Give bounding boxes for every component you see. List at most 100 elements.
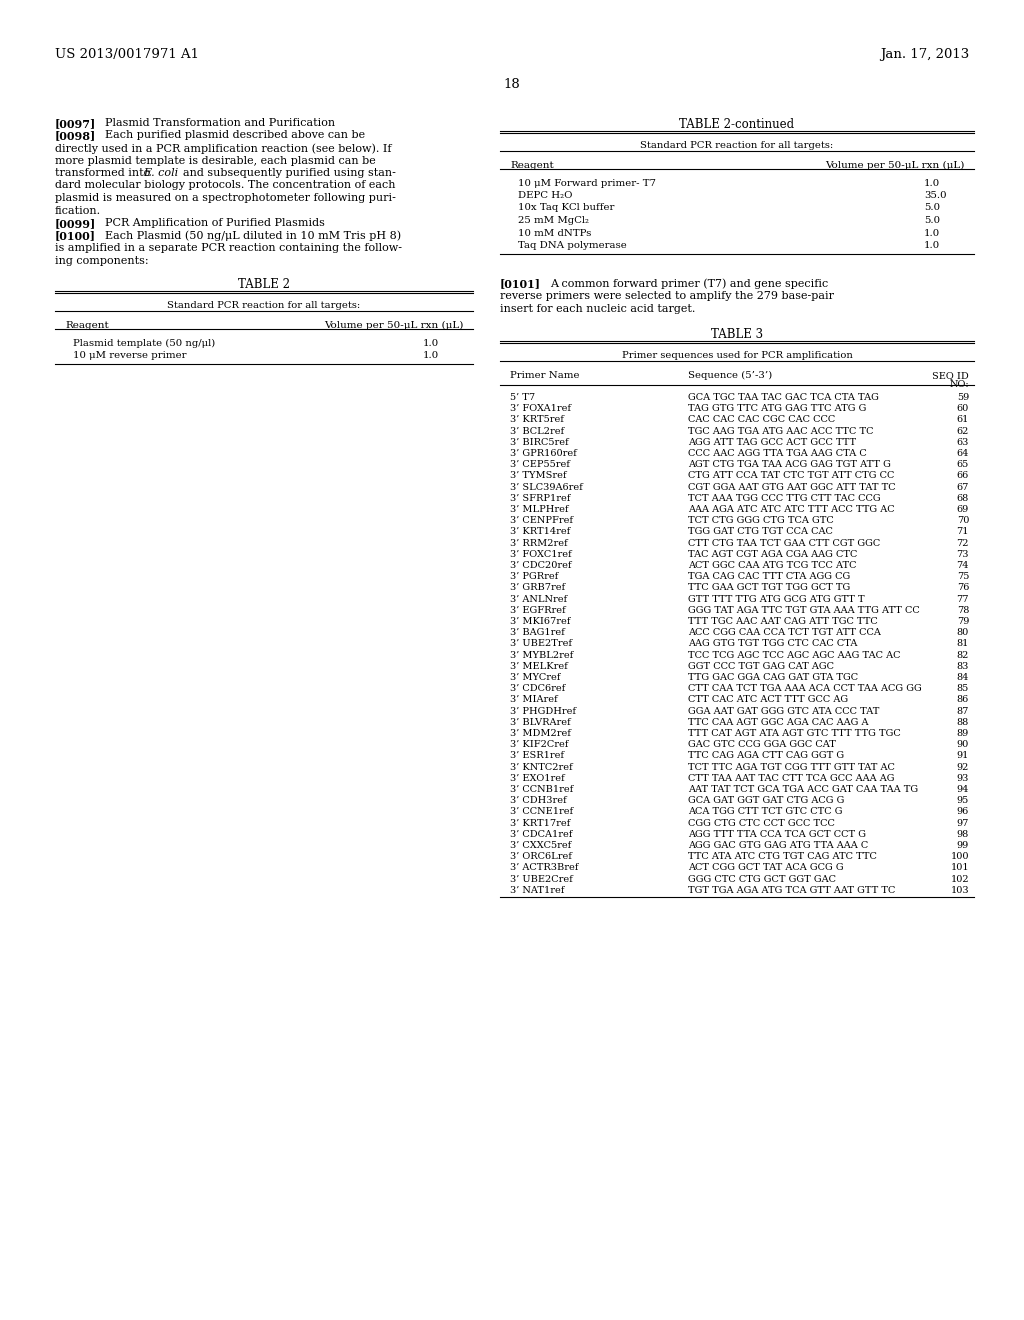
Text: 75: 75 bbox=[956, 572, 969, 581]
Text: plasmid is measured on a spectrophotometer following puri-: plasmid is measured on a spectrophotomet… bbox=[55, 193, 396, 203]
Text: 88: 88 bbox=[956, 718, 969, 727]
Text: 3’ CCNB1ref: 3’ CCNB1ref bbox=[510, 785, 573, 795]
Text: 86: 86 bbox=[956, 696, 969, 705]
Text: Plasmid template (50 ng/μl): Plasmid template (50 ng/μl) bbox=[73, 338, 215, 347]
Text: 61: 61 bbox=[956, 416, 969, 425]
Text: Standard PCR reaction for all targets:: Standard PCR reaction for all targets: bbox=[167, 301, 360, 309]
Text: 65: 65 bbox=[956, 461, 969, 469]
Text: 3’ BCL2ref: 3’ BCL2ref bbox=[510, 426, 564, 436]
Text: Taq DNA polymerase: Taq DNA polymerase bbox=[518, 242, 627, 249]
Text: 5.0: 5.0 bbox=[924, 216, 940, 224]
Text: and subsequently purified using stan-: and subsequently purified using stan- bbox=[183, 168, 396, 178]
Text: 3’ MDM2ref: 3’ MDM2ref bbox=[510, 729, 570, 738]
Text: E. coli: E. coli bbox=[143, 168, 178, 178]
Text: 3’ MKI67ref: 3’ MKI67ref bbox=[510, 616, 570, 626]
Text: 3’ MIAref: 3’ MIAref bbox=[510, 696, 558, 705]
Text: 1.0: 1.0 bbox=[423, 338, 439, 347]
Text: DEPC H₂O: DEPC H₂O bbox=[518, 191, 572, 201]
Text: GCA TGC TAA TAC GAC TCA CTA TAG: GCA TGC TAA TAC GAC TCA CTA TAG bbox=[688, 393, 879, 403]
Text: AAG GTG TGT TGG CTC CAC CTA: AAG GTG TGT TGG CTC CAC CTA bbox=[688, 639, 857, 648]
Text: 3’ GRB7ref: 3’ GRB7ref bbox=[510, 583, 565, 593]
Text: 10 μM Forward primer- T7: 10 μM Forward primer- T7 bbox=[518, 178, 656, 187]
Text: AGG GAC GTG GAG ATG TTA AAA C: AGG GAC GTG GAG ATG TTA AAA C bbox=[688, 841, 868, 850]
Text: 81: 81 bbox=[956, 639, 969, 648]
Text: TAC AGT CGT AGA CGA AAG CTC: TAC AGT CGT AGA CGA AAG CTC bbox=[688, 550, 857, 558]
Text: 90: 90 bbox=[956, 741, 969, 750]
Text: TCC TCG AGC TCC AGC AGC AAG TAC AC: TCC TCG AGC TCC AGC AGC AAG TAC AC bbox=[688, 651, 900, 660]
Text: CTT TAA AAT TAC CTT TCA GCC AAA AG: CTT TAA AAT TAC CTT TCA GCC AAA AG bbox=[688, 774, 895, 783]
Text: 79: 79 bbox=[956, 616, 969, 626]
Text: 62: 62 bbox=[956, 426, 969, 436]
Text: 3’ ORC6Lref: 3’ ORC6Lref bbox=[510, 853, 571, 861]
Text: 91: 91 bbox=[956, 751, 969, 760]
Text: 77: 77 bbox=[956, 594, 969, 603]
Text: TCT TTC AGA TGT CGG TTT GTT TAT AC: TCT TTC AGA TGT CGG TTT GTT TAT AC bbox=[688, 763, 895, 772]
Text: 10 mM dNTPs: 10 mM dNTPs bbox=[518, 228, 592, 238]
Text: 3’ NAT1ref: 3’ NAT1ref bbox=[510, 886, 564, 895]
Text: ing components:: ing components: bbox=[55, 256, 148, 265]
Text: CTT CTG TAA TCT GAA CTT CGT GGC: CTT CTG TAA TCT GAA CTT CGT GGC bbox=[688, 539, 881, 548]
Text: GGG CTC CTG GCT GGT GAC: GGG CTC CTG GCT GGT GAC bbox=[688, 875, 836, 883]
Text: 5’ T7: 5’ T7 bbox=[510, 393, 536, 403]
Text: ACT CGG GCT TAT ACA GCG G: ACT CGG GCT TAT ACA GCG G bbox=[688, 863, 844, 873]
Text: more plasmid template is desirable, each plasmid can be: more plasmid template is desirable, each… bbox=[55, 156, 376, 165]
Text: 72: 72 bbox=[956, 539, 969, 548]
Text: CTT CAC ATC ACT TTT GCC AG: CTT CAC ATC ACT TTT GCC AG bbox=[688, 696, 848, 705]
Text: US 2013/0017971 A1: US 2013/0017971 A1 bbox=[55, 48, 199, 61]
Text: 103: 103 bbox=[950, 886, 969, 895]
Text: dard molecular biology protocols. The concentration of each: dard molecular biology protocols. The co… bbox=[55, 181, 395, 190]
Text: Standard PCR reaction for all targets:: Standard PCR reaction for all targets: bbox=[640, 140, 834, 149]
Text: 73: 73 bbox=[956, 550, 969, 558]
Text: CTG ATT CCA TAT CTC TGT ATT CTG CC: CTG ATT CCA TAT CTC TGT ATT CTG CC bbox=[688, 471, 894, 480]
Text: 10 μM reverse primer: 10 μM reverse primer bbox=[73, 351, 186, 360]
Text: Reagent: Reagent bbox=[65, 321, 109, 330]
Text: 3’ MYCref: 3’ MYCref bbox=[510, 673, 560, 682]
Text: 3’ CDCA1ref: 3’ CDCA1ref bbox=[510, 830, 572, 838]
Text: 3’ MLPHref: 3’ MLPHref bbox=[510, 506, 568, 513]
Text: ACT GGC CAA ATG TCG TCC ATC: ACT GGC CAA ATG TCG TCC ATC bbox=[688, 561, 856, 570]
Text: SEQ ID: SEQ ID bbox=[932, 371, 969, 380]
Text: 76: 76 bbox=[956, 583, 969, 593]
Text: GGG TAT AGA TTC TGT GTA AAA TTG ATT CC: GGG TAT AGA TTC TGT GTA AAA TTG ATT CC bbox=[688, 606, 920, 615]
Text: 3’ CXXC5ref: 3’ CXXC5ref bbox=[510, 841, 571, 850]
Text: [0100]: [0100] bbox=[55, 231, 96, 242]
Text: TTC CAG AGA CTT CAG GGT G: TTC CAG AGA CTT CAG GGT G bbox=[688, 751, 844, 760]
Text: 3’ UBE2Cref: 3’ UBE2Cref bbox=[510, 875, 572, 883]
Text: 3’ EXO1ref: 3’ EXO1ref bbox=[510, 774, 564, 783]
Text: Each purified plasmid described above can be: Each purified plasmid described above ca… bbox=[105, 131, 366, 140]
Text: 102: 102 bbox=[950, 875, 969, 883]
Text: 3’ MELKref: 3’ MELKref bbox=[510, 661, 567, 671]
Text: Volume per 50-μL rxn (μL): Volume per 50-μL rxn (μL) bbox=[824, 161, 964, 170]
Text: ACA TGG CTT TCT GTC CTC G: ACA TGG CTT TCT GTC CTC G bbox=[688, 808, 843, 816]
Text: [0099]: [0099] bbox=[55, 218, 96, 228]
Text: 1.0: 1.0 bbox=[924, 228, 940, 238]
Text: 3’ PHGDHref: 3’ PHGDHref bbox=[510, 706, 575, 715]
Text: CGT GGA AAT GTG AAT GGC ATT TAT TC: CGT GGA AAT GTG AAT GGC ATT TAT TC bbox=[688, 483, 896, 491]
Text: CTT CAA TCT TGA AAA ACA CCT TAA ACG GG: CTT CAA TCT TGA AAA ACA CCT TAA ACG GG bbox=[688, 684, 922, 693]
Text: 18: 18 bbox=[504, 78, 520, 91]
Text: ACC CGG CAA CCA TCT TGT ATT CCA: ACC CGG CAA CCA TCT TGT ATT CCA bbox=[688, 628, 881, 638]
Text: 3’ CDC20ref: 3’ CDC20ref bbox=[510, 561, 571, 570]
Text: Jan. 17, 2013: Jan. 17, 2013 bbox=[880, 48, 969, 61]
Text: 3’ ESR1ref: 3’ ESR1ref bbox=[510, 751, 564, 760]
Text: 3’ SFRP1ref: 3’ SFRP1ref bbox=[510, 494, 570, 503]
Text: 74: 74 bbox=[956, 561, 969, 570]
Text: TTC CAA AGT GGC AGA CAC AAG A: TTC CAA AGT GGC AGA CAC AAG A bbox=[688, 718, 868, 727]
Text: 3’ KNTC2ref: 3’ KNTC2ref bbox=[510, 763, 572, 772]
Text: 3’ CDH3ref: 3’ CDH3ref bbox=[510, 796, 566, 805]
Text: AAT TAT TCT GCA TGA ACC GAT CAA TAA TG: AAT TAT TCT GCA TGA ACC GAT CAA TAA TG bbox=[688, 785, 919, 795]
Text: 98: 98 bbox=[956, 830, 969, 838]
Text: PCR Amplification of Purified Plasmids: PCR Amplification of Purified Plasmids bbox=[105, 218, 325, 228]
Text: 99: 99 bbox=[956, 841, 969, 850]
Text: 35.0: 35.0 bbox=[924, 191, 946, 201]
Text: AAA AGA ATC ATC ATC TTT ACC TTG AC: AAA AGA ATC ATC ATC TTT ACC TTG AC bbox=[688, 506, 895, 513]
Text: 3’ KRT14ref: 3’ KRT14ref bbox=[510, 528, 570, 536]
Text: 1.0: 1.0 bbox=[924, 242, 940, 249]
Text: 59: 59 bbox=[956, 393, 969, 403]
Text: transformed into: transformed into bbox=[55, 168, 154, 178]
Text: TABLE 2-continued: TABLE 2-continued bbox=[680, 117, 795, 131]
Text: 83: 83 bbox=[956, 661, 969, 671]
Text: TAG GTG TTC ATG GAG TTC ATG G: TAG GTG TTC ATG GAG TTC ATG G bbox=[688, 404, 866, 413]
Text: Primer Name: Primer Name bbox=[510, 371, 580, 380]
Text: Reagent: Reagent bbox=[510, 161, 554, 169]
